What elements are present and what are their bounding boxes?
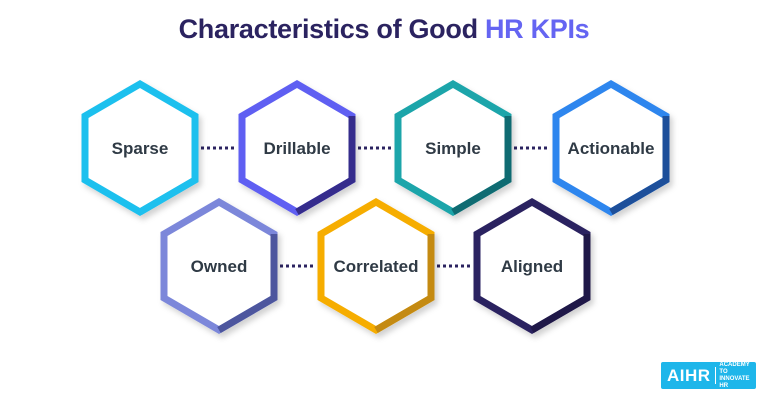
hexagon-correlated: Correlated [317, 197, 435, 335]
hexagon-shade [295, 116, 356, 216]
logo-tagline: ACADEMY TO INNOVATE HR [719, 361, 750, 389]
hexagon-shade [530, 234, 591, 334]
hexagon-label: Drillable [263, 139, 330, 158]
hexagon-shade [451, 116, 512, 216]
logo-mark: AIHR [667, 365, 711, 385]
hexagon-simple: Simple [394, 79, 512, 217]
hexagon-owned: Owned [160, 197, 278, 335]
title-highlight: HR KPIs [484, 14, 590, 44]
hexagon-drillable: Drillable [238, 79, 356, 217]
hexagon-shade [374, 234, 435, 334]
aihr-logo: AIHR ACADEMY TO INNOVATE HR [661, 362, 756, 389]
hexagon-label: Aligned [501, 257, 563, 276]
hexagon-label: Correlated [333, 257, 418, 276]
hexagon-aligned: Aligned [473, 197, 591, 335]
hexagon-shade [217, 234, 278, 334]
hexagon-shade [138, 116, 199, 216]
hexagon-label: Owned [191, 257, 248, 276]
hexagon-sparse: Sparse [81, 79, 199, 217]
hexagon-label: Simple [425, 139, 481, 158]
logo-divider [714, 367, 716, 384]
hexagon-label: Actionable [568, 139, 655, 158]
hexagon-actionable: Actionable [552, 79, 670, 217]
hexagon-shade [609, 116, 670, 216]
hexagon-label: Sparse [112, 139, 169, 158]
page-title: Characteristics of Good HR KPIs [0, 14, 768, 45]
title-text: Characteristics of Good [178, 14, 485, 44]
